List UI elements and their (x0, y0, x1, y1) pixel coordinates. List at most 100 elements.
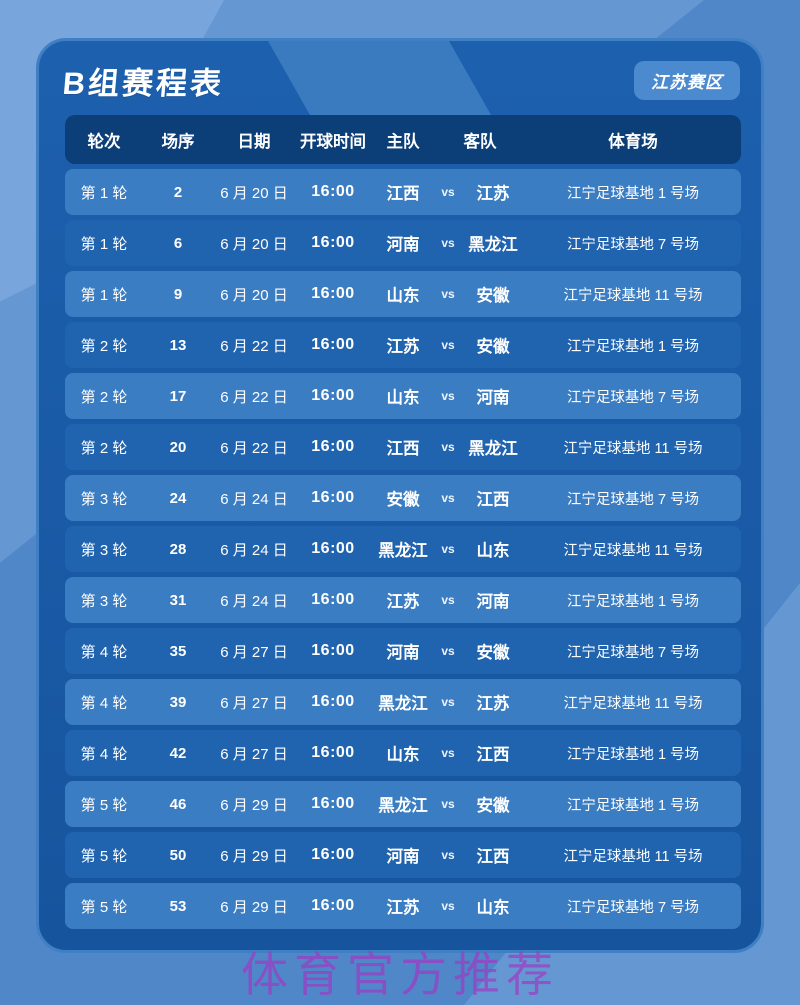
table-row: 第 4 轮 42 6 月 27 日 16:00 山东 vs 江西 江宁足球基地 … (65, 730, 741, 776)
cell-stadium: 江宁足球基地 1 号场 (566, 797, 700, 814)
vs-label: vs (441, 491, 455, 505)
cell-home-team: 河南 (386, 236, 420, 254)
cell-away-team: 江西 (476, 848, 510, 866)
cell-match-no: 50 (169, 846, 187, 864)
cell-date: 6 月 27 日 (220, 745, 288, 763)
cell-away-team: 安徽 (476, 797, 510, 815)
cell-home-team: 江苏 (386, 593, 420, 611)
cell-away-team: 山东 (476, 899, 510, 917)
vs-label: vs (441, 899, 455, 913)
cell-kickoff: 16:00 (311, 540, 355, 557)
cell-match-no: 20 (169, 438, 187, 456)
cell-date: 6 月 24 日 (220, 541, 288, 559)
table-row: 第 1 轮 6 6 月 20 日 16:00 河南 vs 黑龙江 江宁足球基地 … (65, 220, 741, 266)
cell-stadium: 江宁足球基地 7 号场 (566, 389, 700, 406)
vs-label: vs (441, 593, 455, 607)
cell-match-no: 42 (169, 744, 187, 762)
vs-label: vs (441, 287, 455, 301)
vs-label: vs (441, 797, 455, 811)
watermark-text: 体育官方推荐 (241, 948, 559, 1003)
schedule-table-body: 第 1 轮 2 6 月 20 日 16:00 江西 vs 江苏 江宁足球基地 1… (65, 169, 741, 934)
cell-match-no: 31 (169, 591, 187, 609)
cell-kickoff: 16:00 (311, 234, 355, 251)
column-header-away-team: 客队 (463, 132, 497, 151)
cell-date: 6 月 20 日 (220, 184, 288, 202)
table-row: 第 2 轮 20 6 月 22 日 16:00 江西 vs 黑龙江 江宁足球基地… (65, 424, 741, 470)
vs-label: vs (441, 848, 455, 862)
cell-kickoff: 16:00 (311, 795, 355, 812)
vs-label: vs (441, 185, 455, 199)
cell-date: 6 月 29 日 (220, 898, 288, 916)
table-row: 第 4 轮 35 6 月 27 日 16:00 河南 vs 安徽 江宁足球基地 … (65, 628, 741, 674)
table-row: 第 1 轮 2 6 月 20 日 16:00 江西 vs 江苏 江宁足球基地 1… (65, 169, 741, 215)
cell-home-team: 河南 (386, 848, 420, 866)
table-row: 第 2 轮 13 6 月 22 日 16:00 江苏 vs 安徽 江宁足球基地 … (65, 322, 741, 368)
cell-away-team: 河南 (476, 389, 510, 407)
cell-round: 第 4 轮 (80, 745, 128, 763)
cell-date: 6 月 24 日 (220, 490, 288, 508)
cell-home-team: 安徽 (386, 491, 420, 509)
cell-round: 第 2 轮 (80, 439, 128, 457)
cell-home-team: 山东 (386, 746, 420, 764)
cell-round: 第 5 轮 (80, 898, 128, 916)
cell-home-team: 山东 (386, 287, 420, 305)
cell-kickoff: 16:00 (311, 438, 355, 455)
cell-kickoff: 16:00 (311, 183, 355, 200)
cell-kickoff: 16:00 (311, 285, 355, 302)
cell-kickoff: 16:00 (311, 846, 355, 863)
table-row: 第 5 轮 46 6 月 29 日 16:00 黑龙江 vs 安徽 江宁足球基地… (65, 781, 741, 827)
cell-match-no: 24 (169, 489, 187, 507)
cell-round: 第 3 轮 (80, 490, 128, 508)
cell-match-no: 13 (169, 336, 187, 354)
cell-away-team: 江苏 (476, 185, 510, 203)
cell-away-team: 黑龙江 (468, 440, 518, 458)
cell-home-team: 江苏 (386, 338, 420, 356)
vs-label: vs (441, 644, 455, 658)
cell-home-team: 河南 (386, 644, 420, 662)
cell-match-no: 2 (173, 183, 183, 201)
table-row: 第 4 轮 39 6 月 27 日 16:00 黑龙江 vs 江苏 江宁足球基地… (65, 679, 741, 725)
cell-round: 第 2 轮 (80, 388, 128, 406)
cell-away-team: 山东 (476, 542, 510, 560)
cell-round: 第 3 轮 (80, 592, 128, 610)
cell-home-team: 黑龙江 (378, 695, 428, 713)
cell-kickoff: 16:00 (311, 897, 355, 914)
cell-home-team: 山东 (386, 389, 420, 407)
cell-stadium: 江宁足球基地 1 号场 (566, 593, 700, 610)
cell-away-team: 江苏 (476, 695, 510, 713)
cell-date: 6 月 27 日 (220, 643, 288, 661)
region-badge: 江苏赛区 (634, 60, 740, 100)
page-title: B组赛程表 (61, 65, 226, 101)
column-header-kickoff: 开球时间 (300, 132, 366, 151)
cell-match-no: 6 (173, 234, 183, 252)
cell-home-team: 黑龙江 (378, 797, 428, 815)
cell-stadium: 江宁足球基地 11 号场 (563, 440, 703, 457)
cell-stadium: 江宁足球基地 11 号场 (563, 848, 703, 865)
cell-kickoff: 16:00 (311, 693, 355, 710)
column-header-match-no: 场序 (161, 132, 195, 151)
cell-away-team: 河南 (476, 593, 510, 611)
cell-away-team: 江西 (476, 746, 510, 764)
vs-label: vs (441, 236, 455, 250)
cell-date: 6 月 24 日 (220, 592, 288, 610)
cell-match-no: 17 (169, 387, 187, 405)
cell-stadium: 江宁足球基地 11 号场 (563, 695, 703, 712)
cell-date: 6 月 22 日 (220, 337, 288, 355)
cell-home-team: 黑龙江 (378, 542, 428, 560)
cell-match-no: 53 (169, 897, 187, 915)
cell-date: 6 月 20 日 (220, 286, 288, 304)
column-header-stadium: 体育场 (608, 132, 658, 151)
cell-date: 6 月 22 日 (220, 388, 288, 406)
cell-kickoff: 16:00 (311, 489, 355, 506)
table-row: 第 3 轮 24 6 月 24 日 16:00 安徽 vs 江西 江宁足球基地 … (65, 475, 741, 521)
cell-away-team: 安徽 (476, 644, 510, 662)
cell-stadium: 江宁足球基地 1 号场 (566, 746, 700, 763)
cell-kickoff: 16:00 (311, 591, 355, 608)
cell-round: 第 1 轮 (80, 235, 128, 253)
cell-round: 第 3 轮 (80, 541, 128, 559)
cell-round: 第 1 轮 (80, 286, 128, 304)
cell-away-team: 安徽 (476, 338, 510, 356)
cell-round: 第 5 轮 (80, 796, 128, 814)
cell-round: 第 2 轮 (80, 337, 128, 355)
table-row: 第 5 轮 50 6 月 29 日 16:00 河南 vs 江西 江宁足球基地 … (65, 832, 741, 878)
